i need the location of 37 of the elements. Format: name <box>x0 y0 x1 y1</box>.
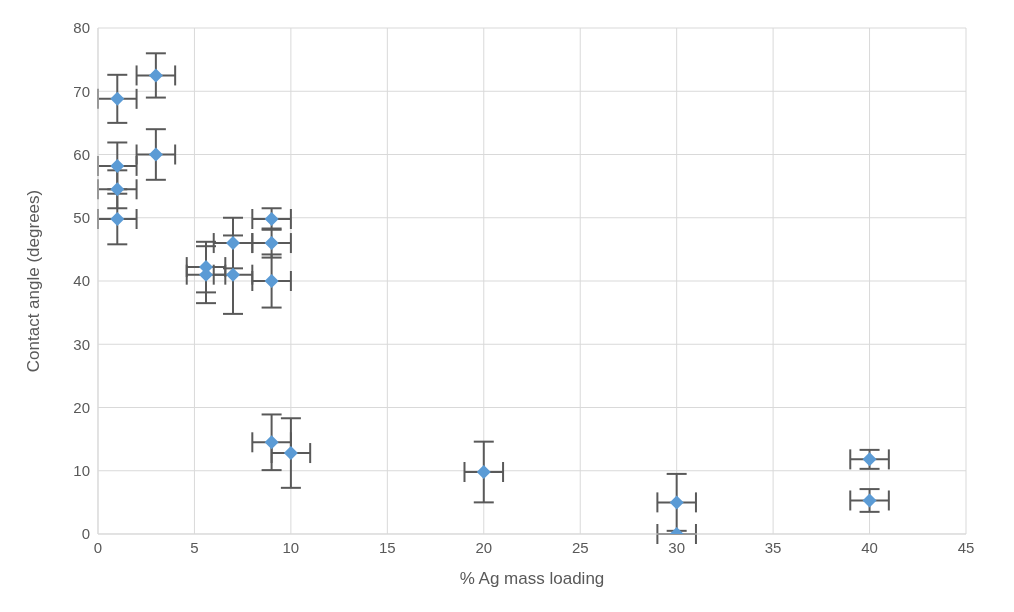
point <box>110 158 125 173</box>
x-axis-title: % Ag mass loading <box>459 569 605 588</box>
point <box>669 495 684 510</box>
x-tick-label: 20 <box>475 538 493 556</box>
point <box>226 267 241 282</box>
point <box>264 236 279 251</box>
x-tick-label: 45 <box>957 538 975 556</box>
point <box>264 435 279 450</box>
point <box>862 493 877 508</box>
point <box>110 212 125 227</box>
y-tick-label: 20 <box>73 398 90 416</box>
y-tick-label: 30 <box>73 335 90 353</box>
point <box>226 236 241 251</box>
x-tick-label: 5 <box>190 538 199 556</box>
x-tick-label: 30 <box>668 538 686 556</box>
y-tick-label: 70 <box>73 82 90 100</box>
y-tick-label: 10 <box>73 462 90 480</box>
x-tick-label: 35 <box>764 538 782 556</box>
point <box>148 68 163 83</box>
y-tick-label: 40 <box>73 272 90 290</box>
point <box>476 465 491 480</box>
y-tick-label: 80 <box>73 19 90 37</box>
point <box>110 91 125 106</box>
x-tick-label: 40 <box>861 538 878 556</box>
y-axis-title: Contact angle (degrees) <box>24 189 44 373</box>
point <box>148 147 163 162</box>
x-tick-label: 25 <box>571 538 589 556</box>
point <box>283 446 298 461</box>
point <box>110 182 125 197</box>
x-tick-label: 15 <box>378 538 396 556</box>
x-tick-label: 10 <box>282 538 300 556</box>
point <box>264 274 279 288</box>
y-tick-label: 0 <box>81 525 90 543</box>
y-tick-label: 50 <box>73 209 90 227</box>
y-tick-label: 60 <box>73 145 90 163</box>
point <box>264 212 279 227</box>
x-tick-label: 0 <box>93 538 103 556</box>
